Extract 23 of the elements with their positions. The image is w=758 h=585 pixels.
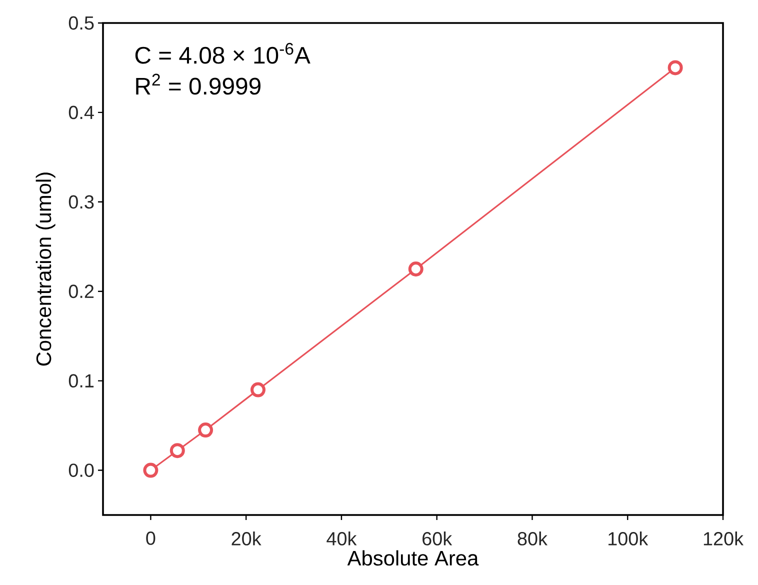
point — [408, 262, 424, 276]
y-tick-label: 0.4 — [68, 106, 94, 120]
x-tick-label: 120k — [704, 532, 744, 546]
x-tick-label: 0 — [146, 532, 156, 545]
x-tick-label: 100k — [608, 532, 648, 546]
annotation: R$^{2}$ = 0.9999 — [136, 74, 260, 95]
y-tick-label: 0.1 — [68, 374, 94, 388]
y-tick-label: 0.3 — [68, 195, 94, 209]
point — [668, 60, 683, 76]
point — [198, 422, 214, 438]
y-tick-label: 0.0 — [68, 464, 94, 477]
x-tick-label: 40k — [326, 532, 357, 546]
point — [143, 462, 158, 478]
annotation: C = 4.08 × 10$^{-6}$A — [135, 42, 310, 64]
point — [170, 443, 185, 458]
x-tick-label: 60k — [422, 532, 452, 546]
x-axis-title: Absolute Area — [347, 550, 479, 566]
y-tick-label: 0.2 — [68, 284, 94, 298]
point — [250, 382, 266, 398]
y-tick-label: 0.5 — [68, 16, 94, 30]
x-tick-label: 80k — [518, 532, 548, 546]
y-axis-title: Concentration (umol) — [36, 172, 56, 366]
x-tick-label: 20k — [232, 532, 262, 546]
